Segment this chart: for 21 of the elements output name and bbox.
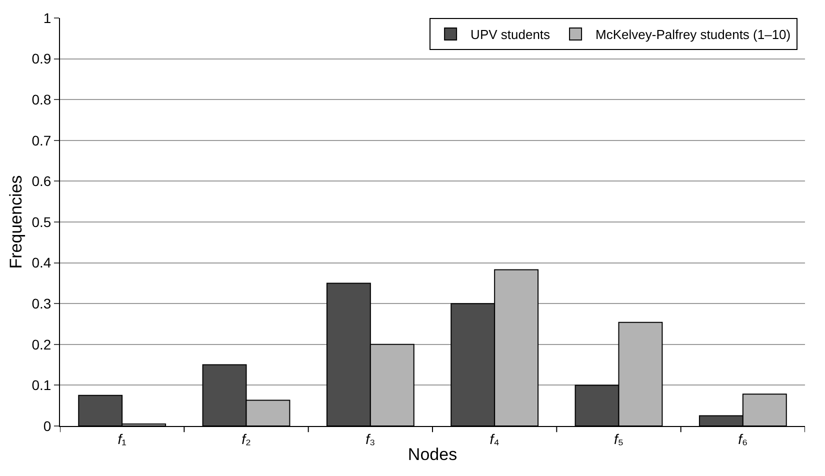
y-tick-label: 1 — [43, 10, 52, 26]
y-axis-title: Frequencies — [6, 175, 26, 269]
y-tick-label: 0.6 — [32, 173, 52, 190]
y-tick-label: 0 — [43, 418, 52, 434]
x-tick-label: f₅ — [614, 430, 624, 447]
x-tick-label: f₂ — [242, 430, 251, 447]
legend-label: UPV students — [470, 27, 551, 42]
x-tick-label: f₁ — [118, 430, 127, 447]
y-tick-label: 0.4 — [32, 254, 52, 271]
x-tick-label: f₃ — [366, 430, 376, 447]
y-tick-label: 0.7 — [32, 132, 52, 148]
y-tick-label: 0.5 — [32, 214, 52, 230]
x-tick-label: f₄ — [490, 430, 500, 447]
y-tick-label: 0.2 — [32, 336, 52, 352]
x-axis-title: Nodes — [408, 445, 458, 464]
x-tick-label: f₆ — [738, 430, 748, 447]
y-tick-label: 0.9 — [32, 50, 52, 67]
y-tick-label: 0.8 — [32, 92, 52, 108]
legend-label: McKelvey-Palfrey students (1–10) — [596, 27, 791, 42]
y-tick-label: 0.3 — [32, 296, 52, 312]
y-tick-label: 0.1 — [32, 377, 52, 394]
